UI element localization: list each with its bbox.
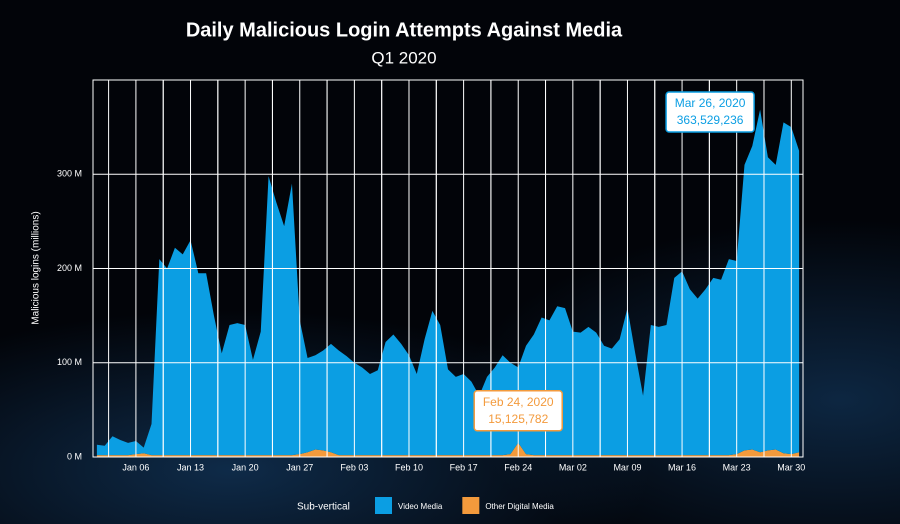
callout: Mar 26, 2020 363,529,236 <box>665 91 755 133</box>
y-tick-label: 0 M <box>67 451 82 461</box>
data-label: 363,529,236 <box>677 113 744 127</box>
x-tick-label: Jan 13 <box>177 462 204 472</box>
y-axis-label: Malicious logins (millions) <box>31 211 42 324</box>
x-tick-label: Mar 02 <box>559 462 587 472</box>
chart-title: Daily Malicious Login Attempts Against M… <box>186 19 623 41</box>
x-tick-label: Mar 23 <box>723 462 751 472</box>
callout-title: Mar 26, 2020 <box>675 96 746 110</box>
x-tick-label: Feb 10 <box>395 462 423 472</box>
callout: Feb 24, 2020 15,125,782 <box>473 389 563 432</box>
y-tick-label: 200 M <box>57 263 82 273</box>
x-tick-label: Jan 20 <box>232 462 259 472</box>
area <box>96 109 800 456</box>
plot-area <box>96 109 800 457</box>
x-tick-label: Mar 30 <box>777 462 805 472</box>
x-tick-label: Jan 27 <box>286 462 313 472</box>
x-tick-label: Jan 06 <box>122 462 149 472</box>
callout-title: Feb 24, 2020 <box>483 395 554 409</box>
x-tick-label: Mar 16 <box>668 462 696 472</box>
legend-swatch <box>375 497 392 514</box>
x-tick-label: Feb 03 <box>340 462 368 472</box>
legend-swatch <box>462 497 480 514</box>
area <box>96 442 800 457</box>
x-tick-label: Feb 17 <box>450 462 478 472</box>
y-tick-label: 100 M <box>57 357 82 367</box>
y-tick-label: 300 M <box>57 169 82 179</box>
x-tick-label: Feb 24 <box>504 462 532 472</box>
callout-box <box>473 389 563 432</box>
legend-title: Sub-vertical <box>297 502 350 513</box>
x-tick-label: Mar 09 <box>613 462 641 472</box>
grid <box>92 79 804 458</box>
legend-label: Other Digital Media <box>485 502 554 511</box>
callout-box <box>665 91 755 133</box>
chart-subtitle: Q1 2020 <box>371 48 436 67</box>
data-label: 15,125,782 <box>488 412 548 426</box>
legend-label: Video Media <box>398 502 443 511</box>
plot-border <box>92 79 804 458</box>
